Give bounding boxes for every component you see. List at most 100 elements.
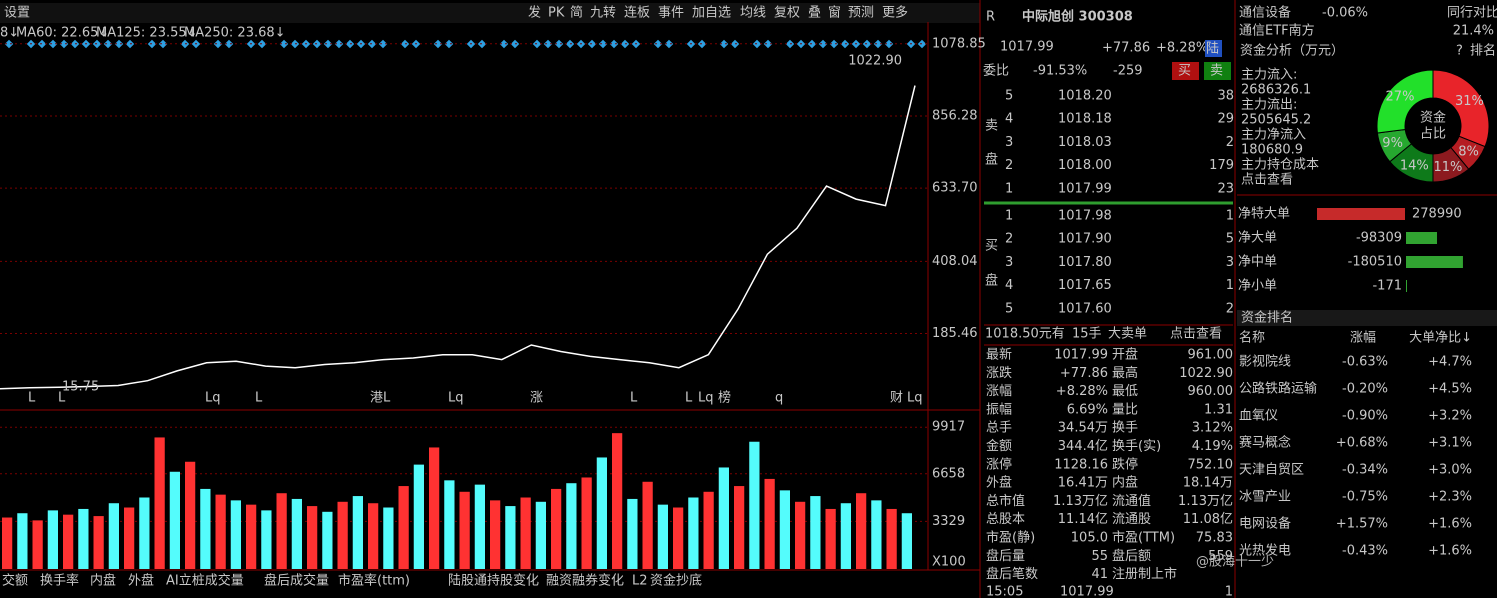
button[interactable]: 更多 xyxy=(882,5,908,21)
button[interactable]: 均线 xyxy=(740,6,766,21)
volume-bar xyxy=(154,437,165,569)
flow-bar xyxy=(1406,280,1407,292)
button[interactable]: 连板 xyxy=(624,5,650,21)
btn-bg xyxy=(1204,62,1231,80)
event-marker[interactable]: Lq xyxy=(907,391,923,406)
volume-bar xyxy=(368,503,379,569)
event-marker[interactable]: Lq xyxy=(205,391,221,406)
button[interactable]: 窗 xyxy=(828,5,841,21)
pie-label: 11% xyxy=(1433,160,1462,175)
level: 3 xyxy=(1005,255,1013,270)
stat-value: 752.10 xyxy=(1188,457,1234,472)
flow-value: -180510 xyxy=(1348,255,1402,270)
book-price: 1018.20 xyxy=(1058,89,1112,104)
stat-value: 960.00 xyxy=(1188,384,1234,399)
volume-bar xyxy=(215,494,226,569)
volume-bar xyxy=(124,507,135,569)
button[interactable]: 预测 xyxy=(848,6,874,21)
volume-bar xyxy=(657,504,668,569)
tab[interactable]: L2 xyxy=(632,574,648,589)
event-dot xyxy=(224,39,234,49)
event-marker[interactable]: q xyxy=(775,391,783,406)
pie-label: 31% xyxy=(1455,94,1484,109)
event-marker[interactable]: L xyxy=(58,391,66,406)
event-marker[interactable]: 财 xyxy=(890,391,903,406)
stat-value: 16.41万 xyxy=(1058,476,1108,491)
button[interactable]: PK xyxy=(548,6,565,21)
level: 4 xyxy=(1005,112,1013,127)
button[interactable]: 复权 xyxy=(774,5,800,21)
tab[interactable]: 陆股通持股变化 xyxy=(448,573,539,589)
stat-value: 344.4亿 xyxy=(1058,439,1108,454)
buy-button[interactable]: 买 xyxy=(1178,64,1191,79)
level: 2 xyxy=(1005,158,1013,173)
funds-line[interactable]: 点击查看 xyxy=(1241,172,1293,188)
stat-label: 涨跌 xyxy=(986,365,1012,381)
event-marker[interactable]: L xyxy=(685,391,693,406)
sell-button[interactable]: 卖 xyxy=(1210,64,1223,79)
volume-bar xyxy=(276,493,287,569)
stat-label: 换手 xyxy=(1112,421,1138,436)
tab[interactable]: 交额 xyxy=(2,573,28,589)
tab[interactable]: 市盈率(ttm) xyxy=(338,573,410,589)
button[interactable]: 九转 xyxy=(590,6,616,21)
rank-name[interactable]: 赛马概念 xyxy=(1239,435,1291,451)
tab[interactable]: 融资融券变化 xyxy=(546,573,624,589)
rank-ratio: +2.3% xyxy=(1428,490,1472,505)
compare[interactable]: 同行对比 xyxy=(1447,6,1497,21)
tab[interactable]: 资金抄底 xyxy=(650,573,702,589)
label: 委比 xyxy=(983,64,1009,79)
event-marker[interactable]: 榜 xyxy=(718,390,731,406)
tab[interactable]: 盘后成交量 xyxy=(264,573,329,589)
stat-value: 559 xyxy=(1208,549,1233,564)
stat-value: +77.86 xyxy=(1060,366,1108,381)
event-marker[interactable]: 涨 xyxy=(530,391,543,406)
rank-name[interactable]: 血氧仪 xyxy=(1239,409,1278,424)
volume-bar xyxy=(200,488,211,569)
volume-bar xyxy=(612,433,623,569)
volume-bar xyxy=(688,497,699,569)
rank-ratio: +1.6% xyxy=(1428,517,1472,532)
tab[interactable]: 外盘 xyxy=(128,573,154,589)
button[interactable]: 叠 xyxy=(808,6,821,21)
stat-label: 涨幅 xyxy=(986,384,1012,399)
volume-bar xyxy=(749,441,760,569)
button[interactable]: 简 xyxy=(570,5,583,21)
event-dot xyxy=(114,39,124,49)
event-marker[interactable]: L xyxy=(255,391,263,406)
button[interactable]: 加自选 xyxy=(692,6,731,21)
rank-name[interactable]: 公路铁路运输 xyxy=(1239,381,1317,397)
stat-value: 11.08亿 xyxy=(1183,512,1233,527)
rank-name[interactable]: 光热发电 xyxy=(1239,543,1291,559)
stat-label: 涨停 xyxy=(986,456,1012,472)
button[interactable]: 发 xyxy=(528,5,541,21)
book-price: 1017.60 xyxy=(1058,301,1112,316)
event-marker[interactable]: Lq xyxy=(698,391,714,406)
flow-bar xyxy=(1406,232,1438,244)
event-dot xyxy=(499,39,509,49)
button[interactable]: 事件 xyxy=(658,6,684,21)
tab[interactable]: 内盘 xyxy=(90,573,116,589)
event-marker[interactable]: 港L xyxy=(370,391,391,406)
event-marker[interactable]: L xyxy=(630,391,638,406)
help[interactable]: ? xyxy=(1456,44,1463,59)
tab[interactable]: 换手率 xyxy=(40,573,79,589)
stat-label: 市盈(TTM) xyxy=(1112,530,1175,546)
rank-name[interactable]: 电网设备 xyxy=(1239,516,1291,532)
stat-value: 1.13万亿 xyxy=(1178,494,1233,509)
rank-name[interactable]: 天津自贸区 xyxy=(1239,463,1304,478)
button[interactable]: 设置 xyxy=(4,6,30,21)
level: 2 xyxy=(1005,232,1013,247)
event-marker[interactable]: L xyxy=(28,391,36,406)
volume-bar xyxy=(673,507,684,569)
event-marker[interactable]: Lq xyxy=(448,391,464,406)
flow-label: 净特大单 xyxy=(1238,207,1290,222)
tab[interactable]: AI立桩成交量 xyxy=(166,573,244,589)
volume-bar xyxy=(490,500,501,569)
rank[interactable]: 排名 xyxy=(1470,43,1496,59)
big-order[interactable]: 点击查看 xyxy=(1170,326,1222,342)
stat-value: 105.0 xyxy=(1071,531,1108,546)
rank-name[interactable]: 冰雪产业 xyxy=(1239,490,1291,505)
rank-name[interactable]: 影视院线 xyxy=(1239,355,1291,370)
